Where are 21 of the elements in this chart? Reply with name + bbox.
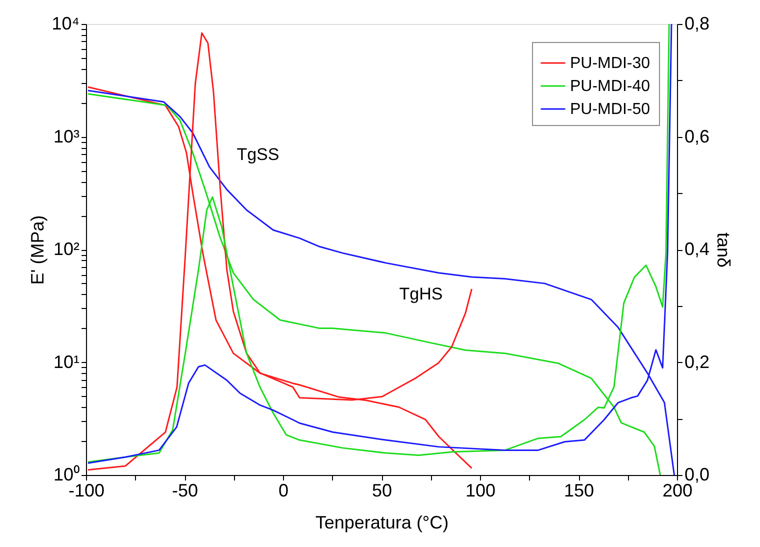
y-tick-label: 10² <box>53 239 80 259</box>
x-tick-label: 150 <box>564 480 594 500</box>
y2-tick-label: 0,8 <box>684 14 710 34</box>
legend-label: PU-MDI-30 <box>570 55 650 72</box>
x-tick-label: 50 <box>372 480 392 500</box>
y2-tick-label: 0,4 <box>684 239 710 259</box>
y2-tick-label: 0,2 <box>684 352 710 372</box>
y2-tick-label: 0,6 <box>684 126 710 146</box>
x-tick-label: 100 <box>465 480 496 500</box>
annotation: TgSS <box>236 144 280 164</box>
legend-label: PU-MDI-50 <box>570 101 650 118</box>
x-tick-label: 0 <box>278 480 289 500</box>
y-tick-label: 10³ <box>53 126 80 146</box>
legend-label: PU-MDI-40 <box>570 78 650 95</box>
y2-axis-title: tanδ <box>714 232 734 268</box>
x-tick-label: -50 <box>172 480 198 500</box>
y-axis-title: E' (MPa) <box>28 215 48 285</box>
x-axis-title: Tenperatura (°C) <box>315 512 449 532</box>
annotation: TgHS <box>399 284 443 304</box>
y-tick-label: 10¹ <box>53 352 80 372</box>
y-tick-label: 10⁴ <box>52 14 80 34</box>
